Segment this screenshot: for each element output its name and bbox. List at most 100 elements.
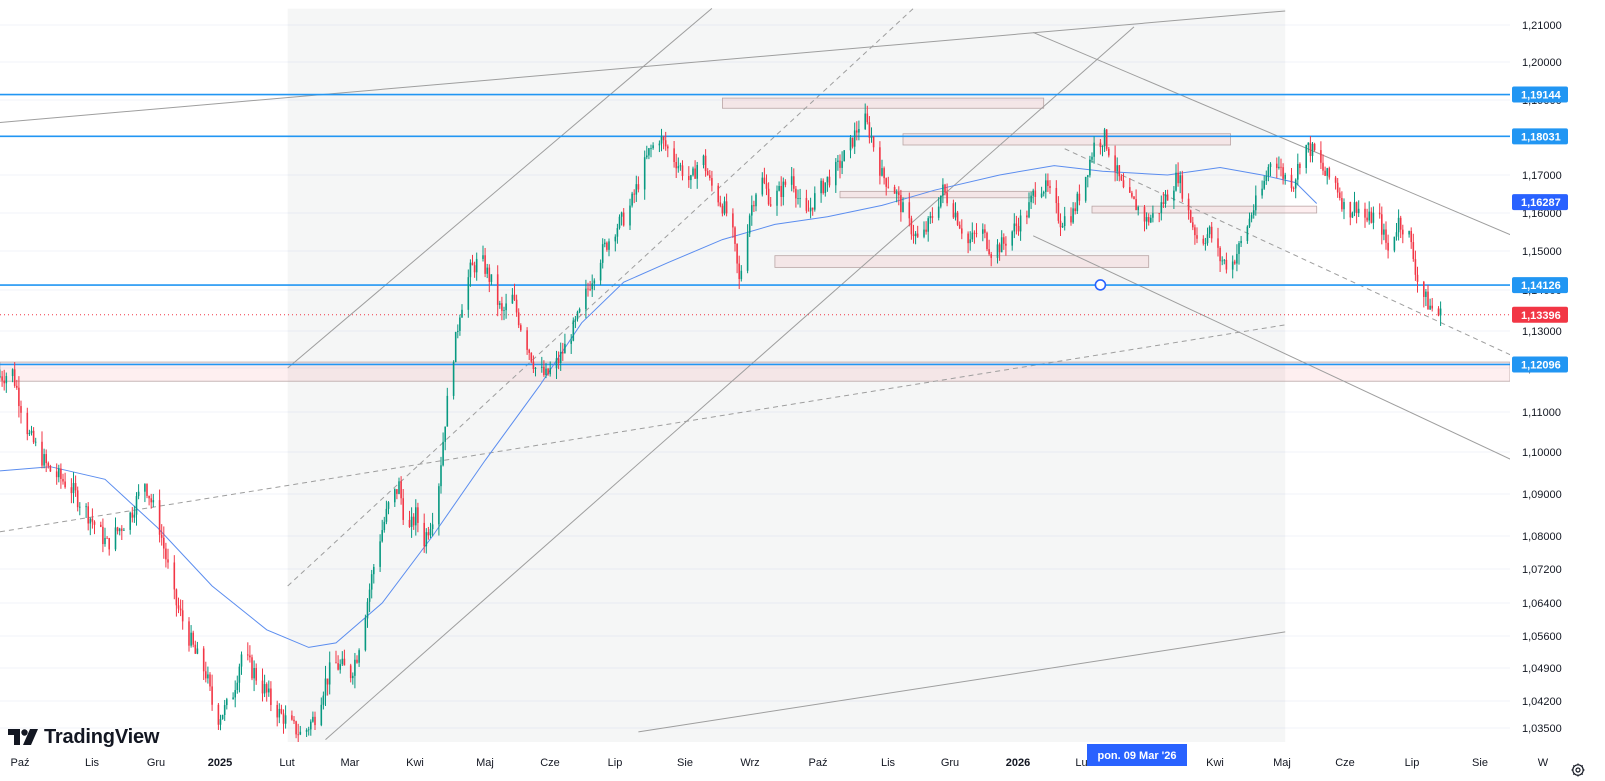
candle-body bbox=[599, 262, 602, 281]
candle-body bbox=[444, 426, 446, 442]
candle-body bbox=[341, 658, 344, 665]
candle-body bbox=[589, 288, 591, 290]
horizontal-levels bbox=[0, 93, 1510, 366]
candle-body bbox=[179, 608, 182, 611]
candle-body bbox=[1219, 247, 1221, 262]
trendline bbox=[1032, 235, 1532, 470]
candle-body bbox=[70, 487, 73, 494]
candle-body bbox=[1078, 193, 1081, 201]
candle-body bbox=[1284, 174, 1286, 179]
candle-body bbox=[1045, 180, 1047, 192]
candle-body bbox=[310, 721, 312, 730]
candle-body bbox=[278, 708, 281, 718]
gear-icon[interactable] bbox=[1570, 762, 1586, 778]
candle-body bbox=[734, 227, 736, 244]
candle-body bbox=[517, 312, 520, 326]
candle-body bbox=[650, 148, 652, 149]
time-axis[interactable]: Paź Lis Gru 2025 Lut Mar Kwi Maj Cze Lip Sie Wrz Paź… bbox=[0, 742, 1605, 781]
candle-body bbox=[43, 454, 45, 466]
candle-body bbox=[1202, 238, 1205, 244]
candle-body bbox=[1225, 259, 1228, 270]
candle-body bbox=[299, 731, 302, 735]
candle-body bbox=[809, 207, 812, 212]
candle-body bbox=[1, 376, 3, 381]
candle-body bbox=[761, 177, 764, 195]
candle-body bbox=[1089, 159, 1091, 176]
candle-body bbox=[952, 203, 955, 218]
candle-body bbox=[858, 129, 860, 133]
candle-body bbox=[692, 168, 694, 176]
candle-body bbox=[1343, 202, 1345, 210]
candle-body bbox=[423, 522, 425, 547]
candle-body bbox=[188, 621, 190, 646]
candle-body bbox=[824, 182, 827, 193]
candle-body bbox=[1416, 274, 1419, 282]
candle-body bbox=[1437, 308, 1440, 316]
price-badge-label: 1,13396 bbox=[1521, 310, 1561, 322]
candle-body bbox=[648, 148, 650, 156]
time-tick-label: Lip bbox=[608, 757, 623, 769]
candle-body bbox=[1294, 179, 1297, 189]
candle-body bbox=[942, 184, 944, 196]
candle-body bbox=[1402, 229, 1404, 235]
candle-body bbox=[76, 490, 79, 508]
candle-body bbox=[205, 671, 207, 679]
zones bbox=[0, 97, 1511, 382]
time-tick-label: Wrz bbox=[740, 757, 759, 769]
candle-body bbox=[1385, 229, 1387, 243]
candle-body bbox=[482, 255, 484, 259]
candle-body bbox=[118, 528, 121, 532]
candle-body bbox=[373, 566, 375, 575]
trendline bbox=[1064, 148, 1532, 365]
candle-body bbox=[872, 136, 875, 148]
price-tick-label: 1,15000 bbox=[1522, 246, 1562, 258]
candle-body bbox=[853, 130, 856, 147]
candle-body bbox=[1015, 223, 1018, 227]
candle-body bbox=[769, 204, 772, 206]
candle-body bbox=[986, 232, 988, 250]
candle-body bbox=[238, 666, 241, 683]
candle-body bbox=[93, 521, 96, 525]
candle-body bbox=[249, 655, 251, 658]
marker-circle bbox=[1094, 279, 1107, 291]
candle-body bbox=[1049, 185, 1051, 188]
candle-body bbox=[121, 528, 123, 531]
candle-body bbox=[748, 215, 751, 234]
candle-body bbox=[790, 176, 793, 185]
candle-body bbox=[511, 294, 514, 304]
candle-body bbox=[637, 184, 640, 190]
candle-body bbox=[1309, 142, 1312, 156]
trendline bbox=[0, 324, 1286, 533]
candle-body bbox=[646, 155, 648, 158]
price-tick-label: 1,17000 bbox=[1522, 170, 1562, 182]
candle-body bbox=[47, 463, 50, 466]
candle-body bbox=[364, 618, 367, 651]
price-axis[interactable]: 1,210001,200001,190001,170001,160001,150… bbox=[1510, 0, 1605, 781]
ma-line bbox=[0, 165, 1318, 648]
candle-body bbox=[3, 380, 5, 384]
candle-body bbox=[1158, 213, 1160, 214]
candle-body bbox=[320, 704, 323, 726]
candle-body bbox=[295, 721, 297, 735]
candle-body bbox=[1166, 194, 1169, 201]
candle-body bbox=[499, 303, 501, 305]
trendline bbox=[325, 26, 1135, 740]
candle-body bbox=[475, 258, 478, 273]
candle-body bbox=[835, 161, 837, 186]
candle-body bbox=[1397, 217, 1400, 233]
candle-body bbox=[1378, 212, 1381, 215]
candle-body bbox=[988, 249, 990, 255]
candle-body bbox=[1276, 163, 1278, 168]
logo-text: TradingView bbox=[44, 725, 160, 748]
candles bbox=[0, 103, 1442, 744]
candle-body bbox=[557, 358, 560, 364]
candle-body bbox=[1047, 180, 1049, 186]
candle-body bbox=[841, 161, 843, 168]
candle-body bbox=[870, 136, 873, 138]
time-tick-label: Paź bbox=[809, 757, 828, 769]
candle-body bbox=[1005, 243, 1007, 246]
candle-body bbox=[349, 665, 352, 679]
